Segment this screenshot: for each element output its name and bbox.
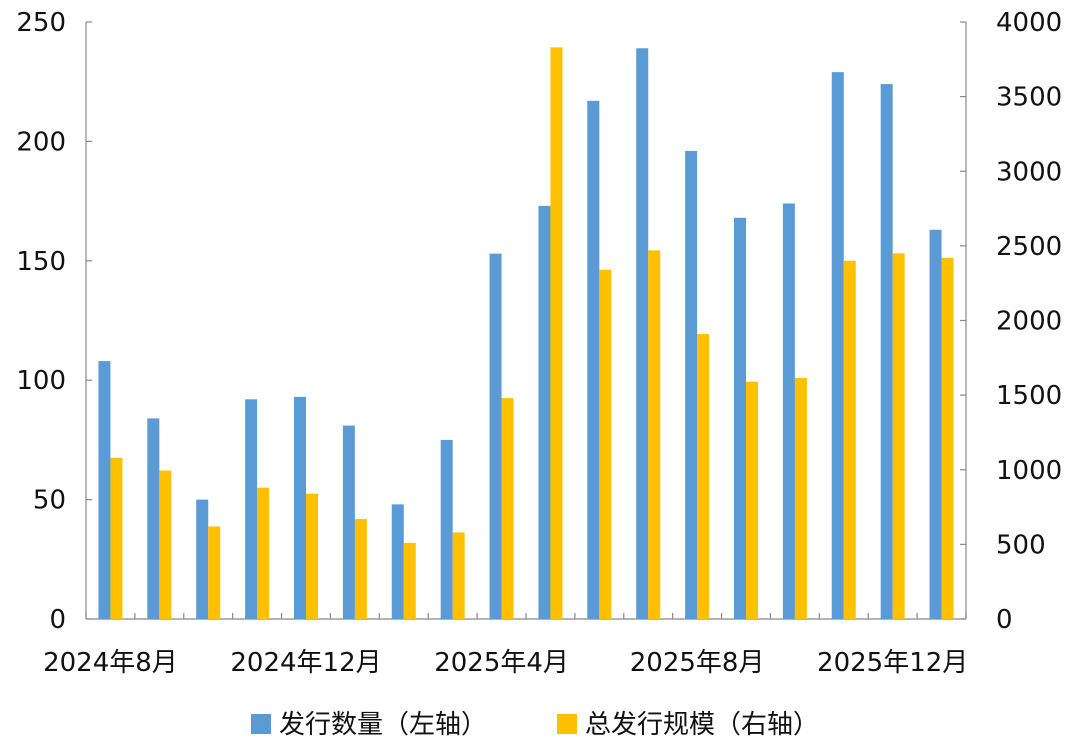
bar-issue-count	[831, 72, 844, 619]
bar-issue-count	[196, 499, 209, 619]
bar-issue-count	[880, 84, 893, 619]
bar-total-size	[648, 250, 661, 620]
left-axis-ticks: 0 50 100 150 200 250	[16, 8, 92, 635]
x-tick-label: 2025年8月	[630, 648, 765, 678]
right-tick-label: 2500	[996, 232, 1062, 262]
bar-issue-count	[685, 150, 698, 619]
bar-total-size	[110, 457, 123, 619]
bar-issue-count	[342, 425, 355, 619]
bar-total-size	[159, 470, 172, 619]
bar-total-size	[257, 487, 270, 619]
left-tick-label: 50	[33, 486, 66, 516]
bar-issue-count	[391, 504, 404, 619]
bar-issue-count	[929, 229, 942, 620]
bar-total-size	[746, 381, 758, 619]
bar-issue-count	[489, 253, 502, 620]
bar-issue-count	[734, 217, 746, 620]
legend-label-issue-count: 发行数量（左轴）	[279, 710, 487, 740]
left-tick-label: 200	[16, 127, 66, 157]
left-tick-label: 150	[16, 247, 66, 277]
bar-total-size	[550, 47, 563, 620]
right-tick-label: 3500	[996, 83, 1062, 113]
bar-issue-count	[440, 439, 453, 619]
bar-issue-count	[782, 203, 795, 619]
bar-total-size	[892, 253, 905, 619]
left-tick-label: 250	[16, 8, 66, 38]
x-tick-label: 2025年4月	[434, 648, 569, 678]
legend-swatch-total-size	[557, 714, 577, 734]
bar-total-size	[452, 532, 465, 619]
chart-legend: 发行数量（左轴） 总发行规模（右轴）	[251, 710, 819, 740]
x-tick-label: 2024年8月	[43, 648, 178, 678]
chart-bars	[98, 47, 954, 620]
bar-issue-count	[294, 396, 306, 619]
bar-total-size	[794, 377, 807, 619]
legend-swatch-issue-count	[251, 714, 271, 734]
bar-issue-count	[587, 100, 600, 619]
right-tick-label: 1000	[996, 456, 1062, 486]
right-axis-ticks: 0 500 1000 1500 2000 2500 3000 3500 4000	[960, 8, 1062, 635]
bar-total-size	[501, 398, 514, 619]
right-tick-label: 3000	[996, 157, 1062, 187]
x-tick-label: 2025年12月	[817, 648, 968, 678]
right-tick-label: 2000	[996, 307, 1062, 337]
x-axis-ticks: 2024年8月 2024年12月 2025年4月 2025年8月 2025年12月	[43, 613, 968, 678]
right-tick-label: 500	[996, 530, 1046, 560]
left-tick-label: 100	[16, 366, 66, 396]
left-tick-label: 0	[49, 605, 66, 635]
right-tick-label: 0	[996, 605, 1013, 635]
bar-issue-count	[98, 361, 111, 619]
bar-total-size	[306, 493, 318, 619]
bar-issue-count	[538, 205, 551, 619]
bar-total-size	[403, 542, 416, 619]
x-tick-label: 2024年12月	[230, 648, 381, 678]
bar-total-size	[941, 257, 954, 619]
legend-label-total-size: 总发行规模（右轴）	[585, 710, 819, 740]
right-tick-label: 4000	[996, 8, 1062, 38]
bar-total-size	[354, 519, 367, 619]
bar-total-size	[697, 333, 710, 619]
bar-issue-count	[147, 418, 160, 619]
bar-total-size	[599, 269, 612, 619]
bar-total-size	[208, 526, 221, 619]
right-tick-label: 1500	[996, 381, 1062, 411]
bar-issue-count	[245, 399, 258, 619]
bar-total-size	[843, 260, 856, 619]
bar-issue-count	[636, 48, 649, 619]
